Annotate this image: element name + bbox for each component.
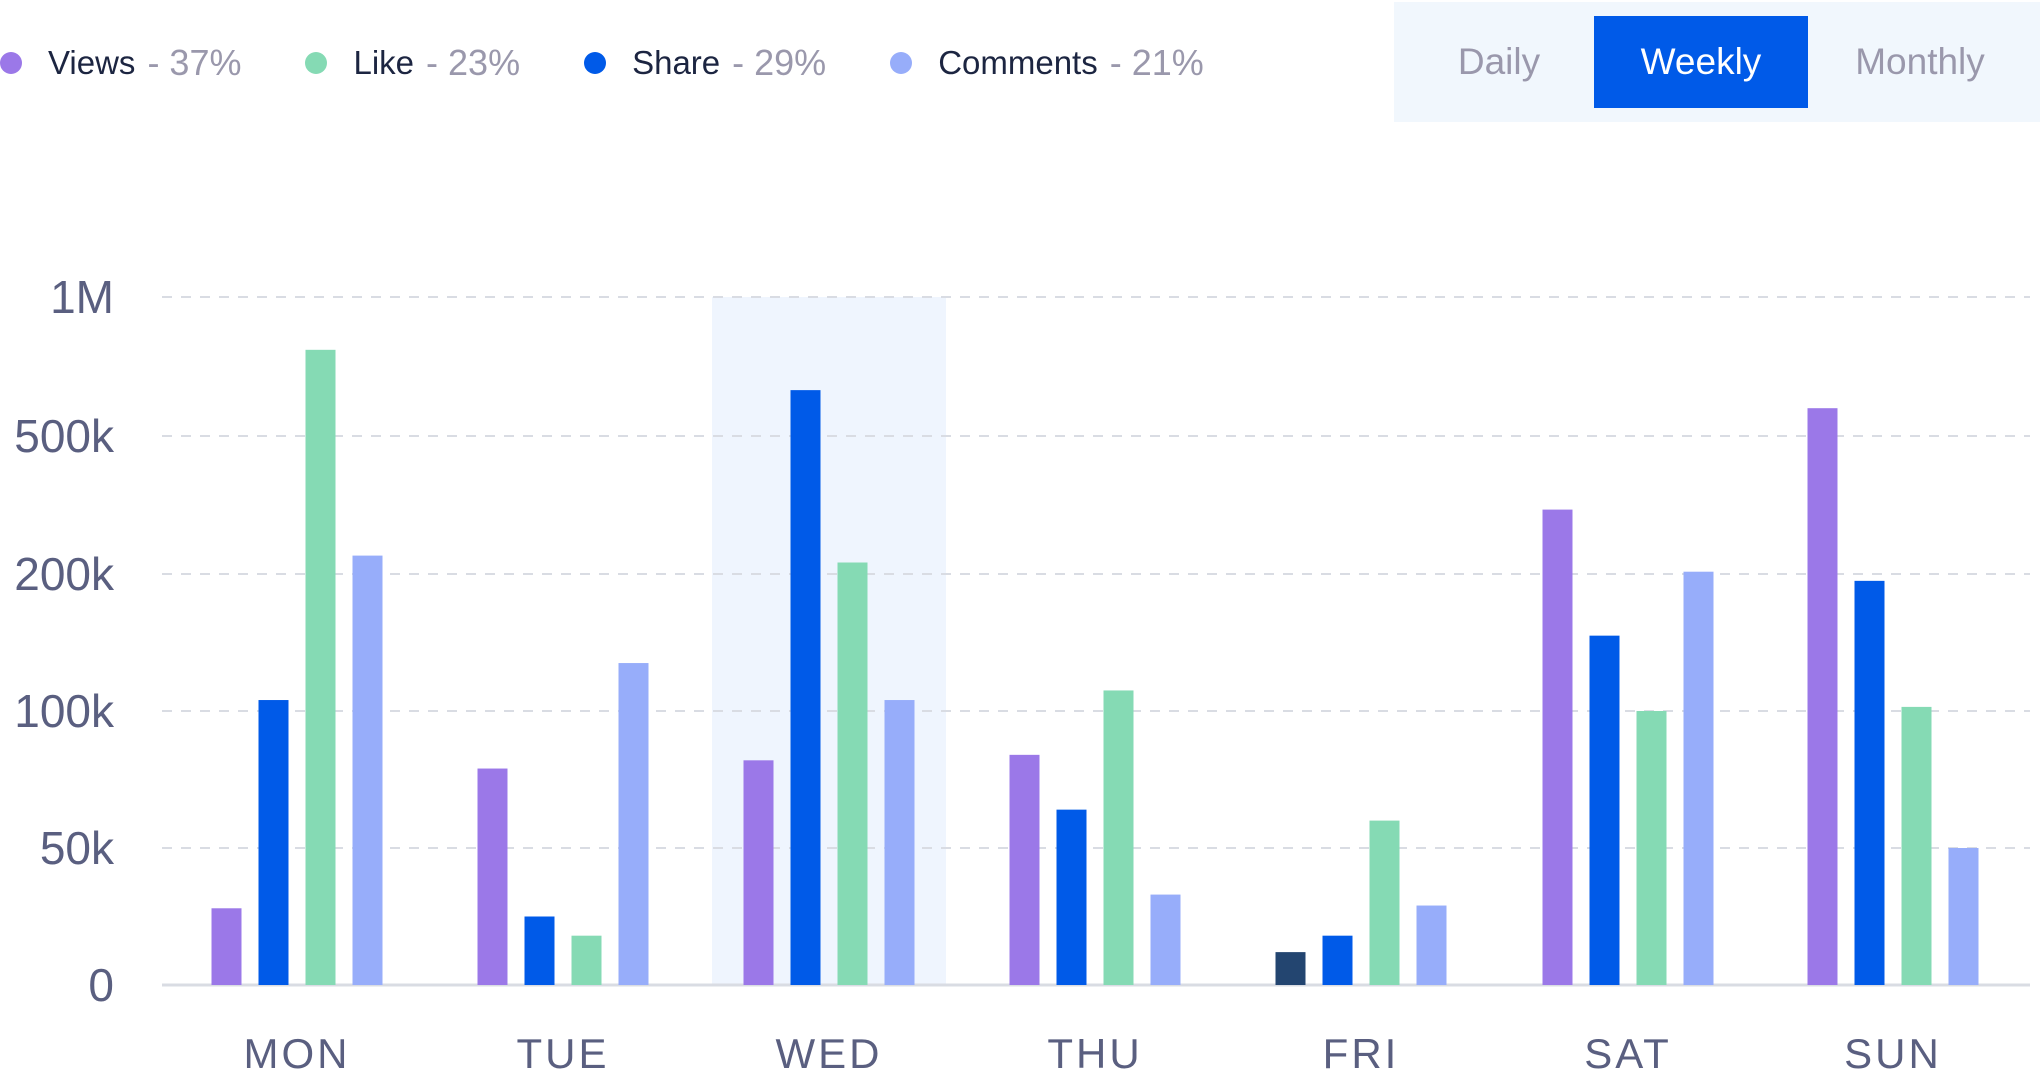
bar-views-sat <box>1542 509 1573 985</box>
bar-share-thu <box>1056 809 1087 985</box>
x-tick-label: WED <box>776 1030 883 1077</box>
bar-share-fri <box>1322 935 1353 985</box>
bar-views-fri <box>1275 952 1306 985</box>
legend-percent: - 37% <box>147 42 242 83</box>
y-tick-label: 1M <box>50 271 114 323</box>
y-tick-label: 100k <box>14 685 115 737</box>
bar-views-tue <box>477 768 508 985</box>
bar-share-tue <box>524 916 555 985</box>
legend-item-comments: Comments - 21% <box>890 42 1204 84</box>
legend-percent: - 29% <box>732 42 827 83</box>
legend-label: Like <box>353 44 415 81</box>
bar-comments-thu <box>1150 894 1181 985</box>
legend-dot-icon <box>305 52 328 74</box>
bar-like-mon <box>305 349 336 985</box>
bar-share-wed <box>790 390 821 985</box>
bar-like-sun <box>1901 706 1932 985</box>
bar-share-sat <box>1589 635 1620 985</box>
y-tick-label: 500k <box>14 410 115 462</box>
legend-dot-icon <box>584 52 607 74</box>
legend-dot-icon <box>890 52 913 74</box>
bar-like-tue <box>571 935 602 985</box>
tab-weekly[interactable]: Weekly <box>1594 16 1808 108</box>
bar-like-sat <box>1636 711 1667 985</box>
x-tick-label: THU <box>1047 1030 1142 1077</box>
chart-legend: Views - 37% Like - 23% Share - 29% Comments - 2… <box>0 36 1268 90</box>
bar-share-mon <box>258 700 289 985</box>
tab-monthly[interactable]: Monthly <box>1855 41 1985 82</box>
y-tick-label: 50k <box>40 822 115 874</box>
legend-label: Share <box>632 44 721 81</box>
legend-label: Comments <box>938 44 1098 81</box>
bar-like-fri <box>1369 820 1400 985</box>
legend-item-views: Views - 37% <box>0 42 241 84</box>
x-tick-label: TUE <box>517 1030 610 1077</box>
x-tick-label: SAT <box>1584 1030 1672 1077</box>
legend-percent: - 21% <box>1109 42 1204 83</box>
period-tabs: Daily Weekly Monthly <box>1394 2 2040 122</box>
bar-comments-sun <box>1948 848 1979 985</box>
legend-item-like: Like - 23% <box>305 42 520 84</box>
bar-comments-tue <box>618 663 649 985</box>
bar-views-thu <box>1009 754 1040 985</box>
bar-comments-mon <box>352 555 383 985</box>
y-tick-label: 200k <box>14 548 115 600</box>
legend-label: Views <box>48 44 136 81</box>
legend-percent: - 23% <box>426 42 521 83</box>
bar-comments-fri <box>1416 905 1447 985</box>
bar-comments-sat <box>1683 571 1714 985</box>
x-tick-label: MON <box>244 1030 351 1077</box>
bar-share-sun <box>1854 580 1885 985</box>
legend-item-share: Share - 29% <box>584 42 826 84</box>
legend-dot-icon <box>0 52 22 74</box>
bar-like-wed <box>837 562 868 985</box>
bar-views-mon <box>211 908 242 985</box>
bar-views-wed <box>743 760 774 985</box>
y-tick-label: 0 <box>88 959 114 1011</box>
x-tick-label: FRI <box>1323 1030 1400 1077</box>
tab-daily[interactable]: Daily <box>1457 41 1541 82</box>
bar-comments-wed <box>884 700 915 985</box>
bar-like-thu <box>1103 690 1134 985</box>
bar-views-sun <box>1807 408 1838 985</box>
x-tick-label: SUN <box>1844 1030 1942 1077</box>
